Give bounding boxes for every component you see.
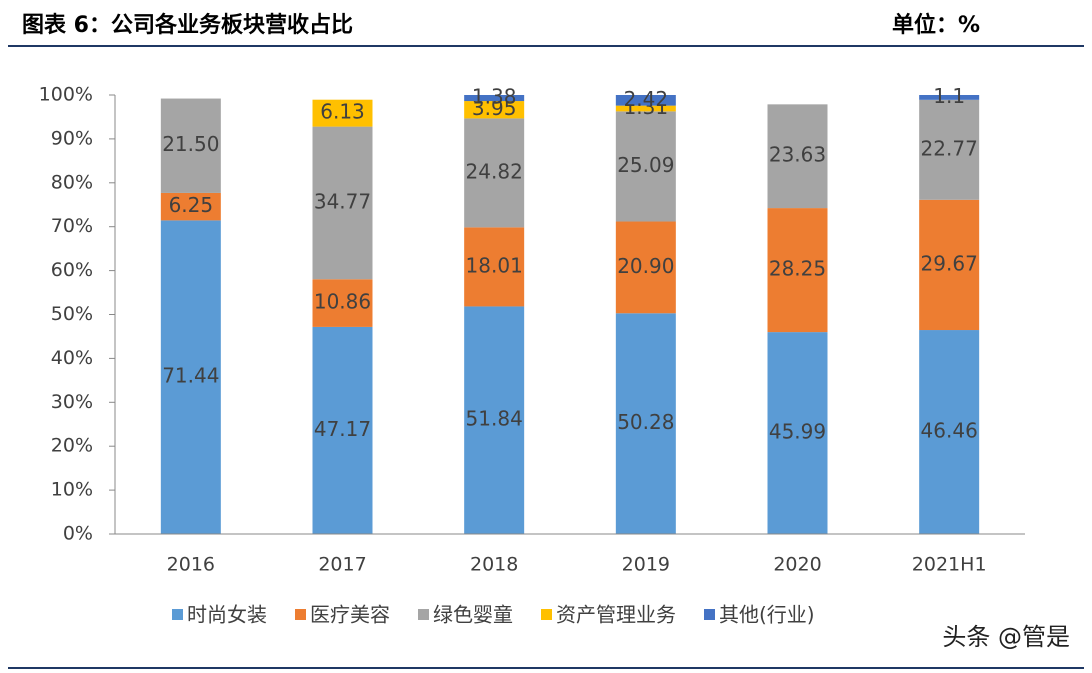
y-tick-label: 10% [51,479,93,501]
legend-label: 绿色婴童 [433,603,513,627]
bar-segment [312,99,373,127]
y-tick-label: 70% [51,215,93,237]
data-label: 1.1 [933,84,965,108]
bar-segment [160,220,221,534]
x-tick-label: 2017 [318,554,366,576]
data-label: 20.90 [617,254,674,278]
bar-segment [767,332,828,534]
data-label: 34.77 [314,189,371,213]
data-label: 6.13 [320,100,365,124]
y-tick-label: 80% [51,171,93,193]
y-tick-label: 60% [51,259,93,281]
x-tick-label: 2018 [470,554,518,576]
y-tick-label: 20% [51,435,93,457]
bar-segment [312,126,373,280]
legend-swatch [541,609,552,620]
data-label: 28.25 [769,257,826,281]
legend-label: 其他(行业) [719,603,815,627]
y-tick-label: 90% [51,127,93,149]
bar-segment [464,101,525,119]
data-label: 10.86 [314,290,371,314]
y-tick-label: 0% [63,523,93,545]
bar-segment [160,192,221,221]
bar-segment [919,330,980,534]
bar-segment [615,111,676,222]
y-tick-label: 40% [51,347,93,369]
data-label: 46.46 [921,419,978,443]
legend-swatch [295,609,306,620]
y-tick-label: 100% [39,84,93,106]
chart-title: 图表 6：公司各业务板块营收占比 [22,12,353,38]
bar-segment [160,98,221,193]
x-tick-label: 2019 [622,554,670,576]
bar-segment [615,105,676,112]
bar-segment [767,208,828,333]
data-label: 2.42 [624,87,669,111]
unit-label: 单位：% [892,12,980,38]
data-label: 24.82 [466,159,523,183]
data-label: 47.17 [314,417,371,441]
data-label: 45.99 [769,420,826,444]
bar-segment [615,221,676,314]
legend-swatch [172,609,183,620]
watermark: 头条 @管是 [942,623,1070,651]
bar-segment [919,199,980,331]
legend-label: 资产管理业务 [556,603,676,627]
data-label: 71.44 [162,364,219,388]
bar-segment [919,95,980,100]
bar-segment [312,326,373,534]
bar-segment [615,313,676,534]
bar-segment [767,104,828,209]
data-label: 29.67 [921,251,978,275]
data-label: 21.50 [162,132,219,156]
data-label: 51.84 [466,407,523,431]
legend-swatch [418,609,429,620]
data-label: 25.09 [617,153,674,177]
y-tick-label: 50% [51,303,93,325]
x-tick-label: 2020 [773,554,821,576]
bar-segment [615,95,676,106]
data-label: 22.77 [921,136,978,160]
x-tick-label: 2016 [167,554,215,576]
y-tick-label: 30% [51,391,93,413]
bar-segment [464,118,525,228]
legend-label: 医疗美容 [310,603,390,627]
bar-segment [464,95,525,102]
data-label: 18.01 [466,253,523,277]
x-tick-label: 2021H1 [912,554,987,576]
data-label: 23.63 [769,143,826,167]
legend-swatch [704,609,715,620]
bar-segment [919,99,980,200]
data-label: 6.25 [169,193,214,217]
bar-segment [464,306,525,534]
bar-segment [312,279,373,327]
data-label: 50.28 [617,410,674,434]
bar-segment [464,227,525,307]
legend-label: 时尚女装 [187,603,267,627]
data-label: 1.38 [472,85,517,109]
